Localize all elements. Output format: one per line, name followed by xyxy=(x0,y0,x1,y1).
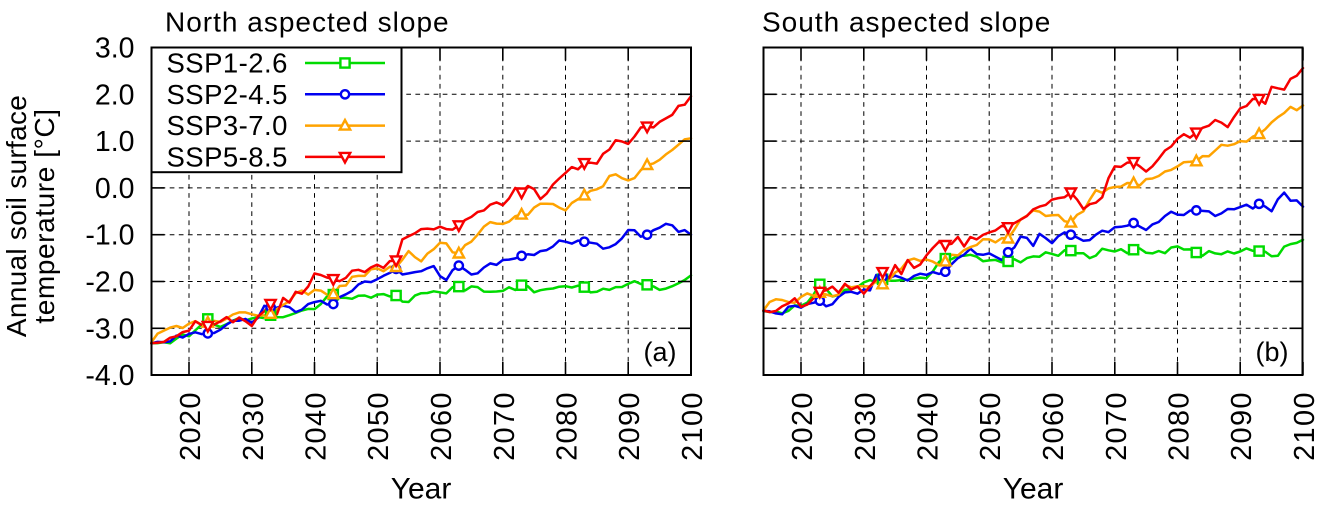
svg-text:2020: 2020 xyxy=(787,391,819,461)
svg-text:temperature [°C]: temperature [°C] xyxy=(29,108,60,323)
svg-text:2100: 2100 xyxy=(1289,391,1321,461)
svg-text:2070: 2070 xyxy=(1101,391,1133,461)
svg-text:0.0: 0.0 xyxy=(95,173,135,205)
svg-text:South aspected slope: South aspected slope xyxy=(762,7,1051,38)
svg-text:North aspected slope: North aspected slope xyxy=(165,7,450,38)
svg-text:Year: Year xyxy=(1003,473,1064,506)
svg-text:2030: 2030 xyxy=(238,391,270,461)
svg-text:2100: 2100 xyxy=(677,391,709,461)
svg-text:2060: 2060 xyxy=(1038,391,1070,461)
svg-text:2070: 2070 xyxy=(489,391,521,461)
svg-text:Annual soil surface: Annual soil surface xyxy=(1,95,32,337)
svg-text:2060: 2060 xyxy=(426,391,458,461)
svg-text:SSP3-7.0: SSP3-7.0 xyxy=(167,110,288,141)
svg-text:SSP1-2.6: SSP1-2.6 xyxy=(167,48,288,79)
svg-text:2040: 2040 xyxy=(301,391,333,461)
svg-text:SSP5-8.5: SSP5-8.5 xyxy=(167,141,288,172)
svg-text:(a): (a) xyxy=(644,337,677,367)
svg-text:2090: 2090 xyxy=(614,391,646,461)
svg-text:2050: 2050 xyxy=(975,391,1007,461)
svg-text:(b): (b) xyxy=(1256,337,1289,367)
svg-text:2040: 2040 xyxy=(913,391,945,461)
svg-text:2.0: 2.0 xyxy=(95,79,135,111)
svg-text:-1.0: -1.0 xyxy=(85,220,134,252)
svg-text:2080: 2080 xyxy=(552,391,584,461)
svg-text:-2.0: -2.0 xyxy=(85,267,134,299)
svg-text:2080: 2080 xyxy=(1164,391,1196,461)
svg-text:Year: Year xyxy=(391,473,452,506)
svg-text:-4.0: -4.0 xyxy=(85,360,134,392)
svg-text:2030: 2030 xyxy=(850,391,882,461)
svg-text:2090: 2090 xyxy=(1226,391,1258,461)
svg-text:1.0: 1.0 xyxy=(95,126,135,158)
svg-text:2020: 2020 xyxy=(175,391,207,461)
svg-text:-3.0: -3.0 xyxy=(85,313,134,345)
svg-text:2050: 2050 xyxy=(363,391,395,461)
svg-text:SSP2-4.5: SSP2-4.5 xyxy=(167,79,288,110)
svg-text:3.0: 3.0 xyxy=(95,33,135,65)
